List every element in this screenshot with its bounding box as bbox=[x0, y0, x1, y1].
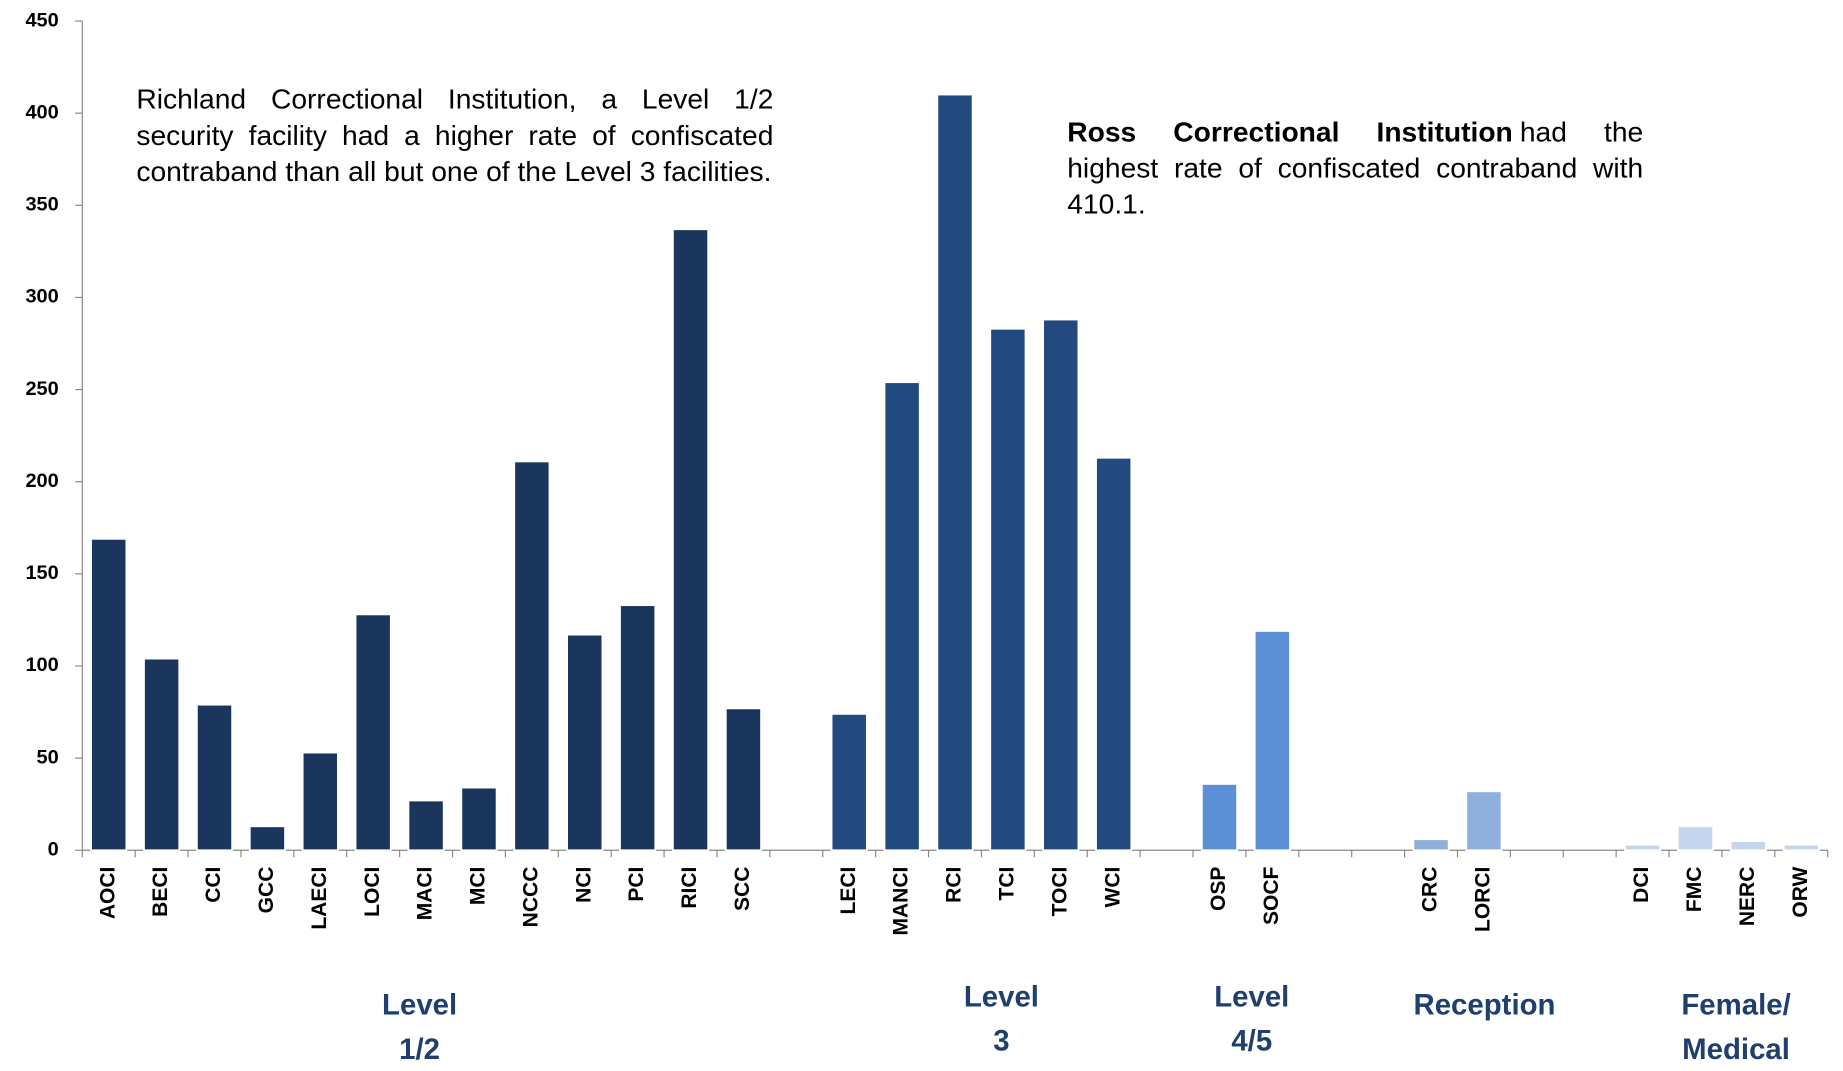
annotation: Richland Correctional Institution, a Lev… bbox=[136, 84, 774, 189]
x-tick-label: CRC bbox=[1419, 867, 1442, 913]
y-tick-label: 350 bbox=[25, 194, 58, 216]
bar bbox=[1253, 630, 1291, 852]
bar bbox=[1676, 825, 1715, 852]
group-label: Medical bbox=[1682, 1033, 1790, 1066]
bar bbox=[1042, 318, 1080, 852]
bar bbox=[830, 713, 868, 852]
y-tick-label: 0 bbox=[48, 839, 59, 861]
bar bbox=[1465, 790, 1503, 852]
x-tick-label: PCI bbox=[625, 867, 648, 902]
x-tick-label: RCI bbox=[943, 867, 966, 903]
x-tick-label: DCI bbox=[1630, 867, 1653, 903]
x-tick-label: AOCI bbox=[96, 867, 119, 920]
x-tick-label: GCC bbox=[255, 867, 278, 914]
group-label: Level bbox=[964, 980, 1039, 1013]
x-tick-label: BECI bbox=[149, 867, 172, 917]
x-tick-label: NCI bbox=[572, 867, 595, 903]
annotation-text: Ross Correctional Institution had the hig… bbox=[1067, 114, 1643, 223]
x-tick-label: LECI bbox=[837, 867, 860, 915]
group-label: Level bbox=[382, 989, 457, 1022]
x-tick-label: LOCI bbox=[361, 867, 384, 917]
x-tick-label: CCI bbox=[202, 867, 225, 903]
bar bbox=[248, 825, 286, 852]
bar bbox=[724, 707, 762, 852]
annotation-rest: had the highest rate of confiscated cont… bbox=[1067, 116, 1644, 221]
bar bbox=[1412, 838, 1450, 852]
x-tick-label: OSP bbox=[1207, 867, 1230, 911]
x-tick-label: NERC bbox=[1736, 867, 1759, 927]
annotation-text: Richland Correctional Institution, a Lev… bbox=[136, 84, 774, 189]
bar bbox=[989, 327, 1027, 852]
bar bbox=[195, 703, 234, 852]
x-tick-label: FMC bbox=[1683, 867, 1706, 913]
x-tick-label: SOCF bbox=[1260, 866, 1283, 924]
bar bbox=[143, 657, 181, 852]
y-tick-label: 50 bbox=[37, 746, 59, 768]
bar bbox=[90, 537, 128, 852]
bar bbox=[883, 381, 921, 852]
annotation-bold: Ross Correctional Institution bbox=[1067, 116, 1513, 149]
x-tick-label: LAECI bbox=[308, 867, 331, 930]
annotation: Ross Correctional Institution had the hig… bbox=[1067, 114, 1643, 223]
group-label: Level bbox=[1214, 980, 1289, 1013]
bar bbox=[1729, 840, 1767, 852]
bar bbox=[672, 228, 710, 852]
x-tick-label: TOCI bbox=[1048, 867, 1071, 917]
bar bbox=[936, 93, 974, 852]
y-tick-label: 100 bbox=[25, 654, 58, 676]
x-tick-label: ORW bbox=[1789, 867, 1812, 918]
bar bbox=[1200, 783, 1238, 852]
bar bbox=[460, 786, 498, 852]
x-tick-label: NCCC bbox=[519, 867, 542, 928]
y-tick-label: 450 bbox=[25, 9, 58, 31]
x-tick-label: MANCI bbox=[890, 867, 913, 936]
bar bbox=[1095, 456, 1133, 852]
x-tick-label: MACI bbox=[414, 867, 437, 921]
x-tick-label: RICI bbox=[678, 867, 701, 909]
y-tick-label: 150 bbox=[25, 562, 58, 584]
bar bbox=[619, 604, 657, 852]
group-label: 1/2 bbox=[399, 1033, 440, 1066]
x-tick-label: MCI bbox=[467, 867, 490, 906]
group-label: Reception bbox=[1414, 989, 1556, 1022]
y-tick-label: 400 bbox=[25, 101, 58, 123]
group-label: 4/5 bbox=[1231, 1025, 1272, 1058]
bar bbox=[1624, 843, 1662, 852]
bar bbox=[566, 633, 604, 852]
x-tick-label: TCI bbox=[995, 867, 1018, 901]
x-tick-label: LORCI bbox=[1471, 867, 1494, 932]
bar bbox=[1782, 843, 1820, 852]
x-tick-label: WCI bbox=[1101, 867, 1124, 908]
bar bbox=[513, 460, 551, 852]
x-tick-label: SCC bbox=[731, 867, 754, 911]
group-label: 3 bbox=[993, 1025, 1009, 1058]
y-tick-label: 200 bbox=[25, 470, 58, 492]
bar bbox=[407, 799, 445, 852]
bar bbox=[354, 613, 392, 852]
bar bbox=[301, 751, 339, 852]
y-tick-label: 250 bbox=[25, 378, 58, 400]
group-label: Female/ bbox=[1681, 989, 1790, 1022]
y-tick-label: 300 bbox=[25, 286, 58, 308]
